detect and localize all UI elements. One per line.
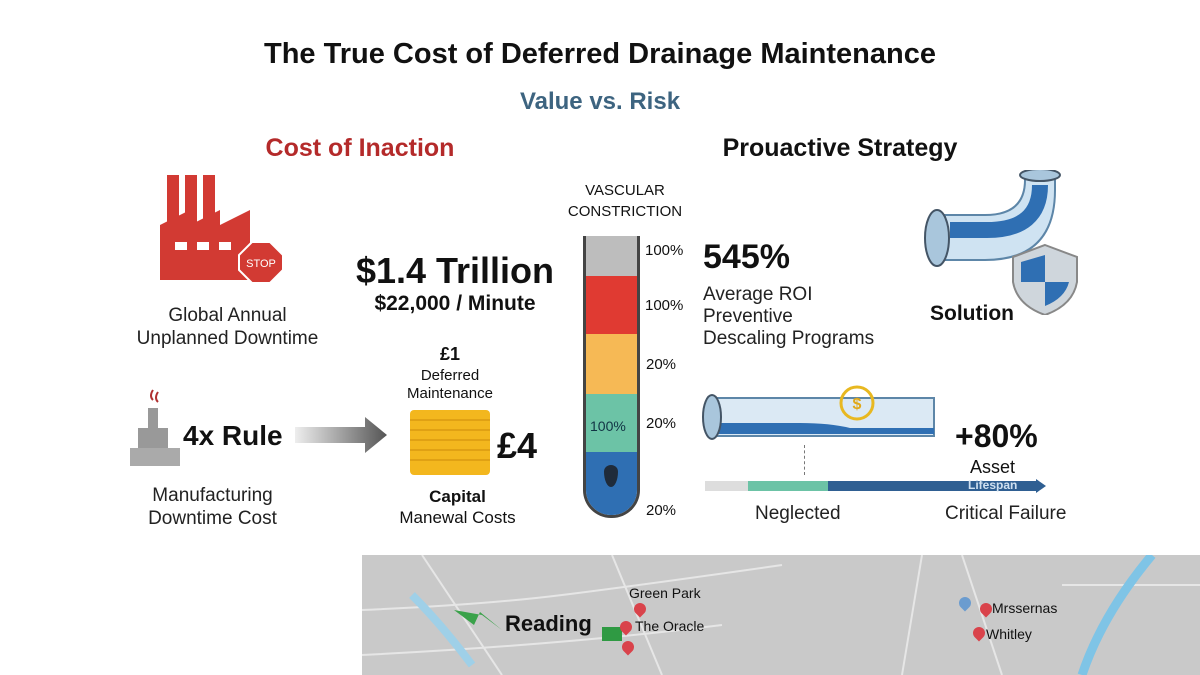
gauge-label-2: 20% [646,356,677,373]
gauge-inner-label: 100% [590,418,626,434]
roi-line2: Preventive [703,306,793,327]
gauge-segment [586,276,637,334]
capital-line1: Capital [429,487,486,506]
capital-line2: Manewal Costs [399,508,516,527]
critical-failure-label: Critical Failure [945,503,1067,524]
gauge-label-3: 20% [646,415,677,432]
gauge-label-1: 100% [645,297,684,314]
small-factory-icon [130,389,180,466]
pipe-icon: $ [702,385,935,440]
gauge-segment [586,394,637,452]
timeline-neglected [748,481,828,491]
rule-line2: Downtime Cost [148,508,277,529]
four-x-rule-label: 4x Rule [183,420,283,451]
roi-value: 545% [703,238,790,276]
dotted-pointer [804,445,805,475]
timeline-start [705,481,750,491]
gauge-title-1: VASCULAR [585,182,665,199]
timeline-arrow-icon [1036,479,1046,493]
timeline-lifespan [828,481,1036,491]
downtime-line1: Global Annual [168,305,287,326]
constriction-gauge [583,236,640,518]
downtime-line2: Unplanned Downtime [136,328,319,349]
map-place-whitley: Whitley [986,626,1032,642]
drop-icon [604,465,618,487]
gauge-segment [586,334,637,394]
gauge-label-4: 20% [646,502,677,519]
proactive-strategy-heading: Prouactive Strategy [722,134,958,162]
page-title: The True Cost of Deferred Drainage Maint… [264,38,936,70]
lifespan-value: +80% [955,418,1038,454]
map-place-green-park: Green Park [629,585,701,601]
gauge-label-0: 100% [645,242,684,259]
cost-of-inaction-heading: Cost of Inaction [265,134,455,162]
roi-line3: Descaling Programs [703,328,875,349]
gauge-title-2: CONSTRICTION [567,203,683,220]
pipe-shield-icon [924,170,1078,315]
park-icon [602,627,622,641]
stop-sign-text: STOP [246,258,276,270]
capital-value: £4 [497,425,538,466]
coin-symbol: $ [853,396,862,413]
gauge-segment [586,236,637,276]
lifespan-label: Lifespan [968,478,1018,492]
factory-icon: STOP [160,175,284,284]
map-place-the-oracle: The Oracle [635,618,705,634]
solution-label: Solution [930,302,1014,325]
map-place-mrssernas: Mrssernas [992,600,1058,616]
map[interactable]: Reading Green Park The Oracle Mrssernas … [362,555,1200,675]
deferred-line2: Maintenance [407,385,493,402]
map-roads [362,555,1200,675]
trillion-value: $1.4 Trillion [355,250,555,291]
deferred-value: £1 [439,344,461,364]
per-minute-rate: $22,000 / Minute [374,292,536,315]
rule-line1: Manufacturing [152,485,273,506]
deferred-line1: Deferred [420,367,480,384]
map-city-label: Reading [505,611,592,636]
roi-line1: Average ROI [703,284,813,305]
money-stack-icon [410,410,490,475]
arrow-right-icon [295,417,387,453]
page-subtitle: Value vs. Risk [519,88,681,115]
asset-label: Asset [970,457,1016,477]
neglected-label: Neglected [755,503,841,524]
